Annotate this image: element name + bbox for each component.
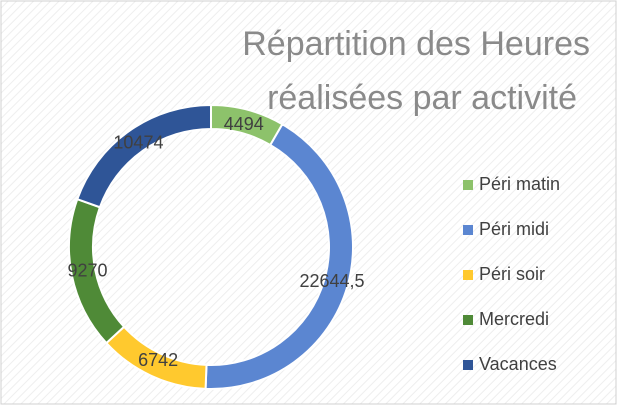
- value-label: 6742: [138, 350, 178, 370]
- legend-label: Péri soir: [479, 264, 545, 284]
- chart-title: Répartition des Heures réalisées par acti…: [242, 25, 590, 117]
- value-label: 10474: [113, 133, 163, 153]
- legend-label: Péri matin: [479, 174, 560, 194]
- legend-swatch: [463, 225, 473, 235]
- value-label: 9270: [67, 261, 107, 281]
- legend-swatch: [463, 315, 473, 325]
- donut-segment: [76, 103, 212, 209]
- value-label: 22644,5: [299, 271, 364, 291]
- legend-swatch: [463, 180, 473, 190]
- legend-label: Vacances: [479, 354, 557, 374]
- legend-swatch: [463, 270, 473, 280]
- legend-label: Mercredi: [479, 309, 549, 329]
- legend-label: Péri midi: [479, 219, 549, 239]
- value-label: 4494: [224, 114, 264, 134]
- legend-swatch: [463, 360, 473, 370]
